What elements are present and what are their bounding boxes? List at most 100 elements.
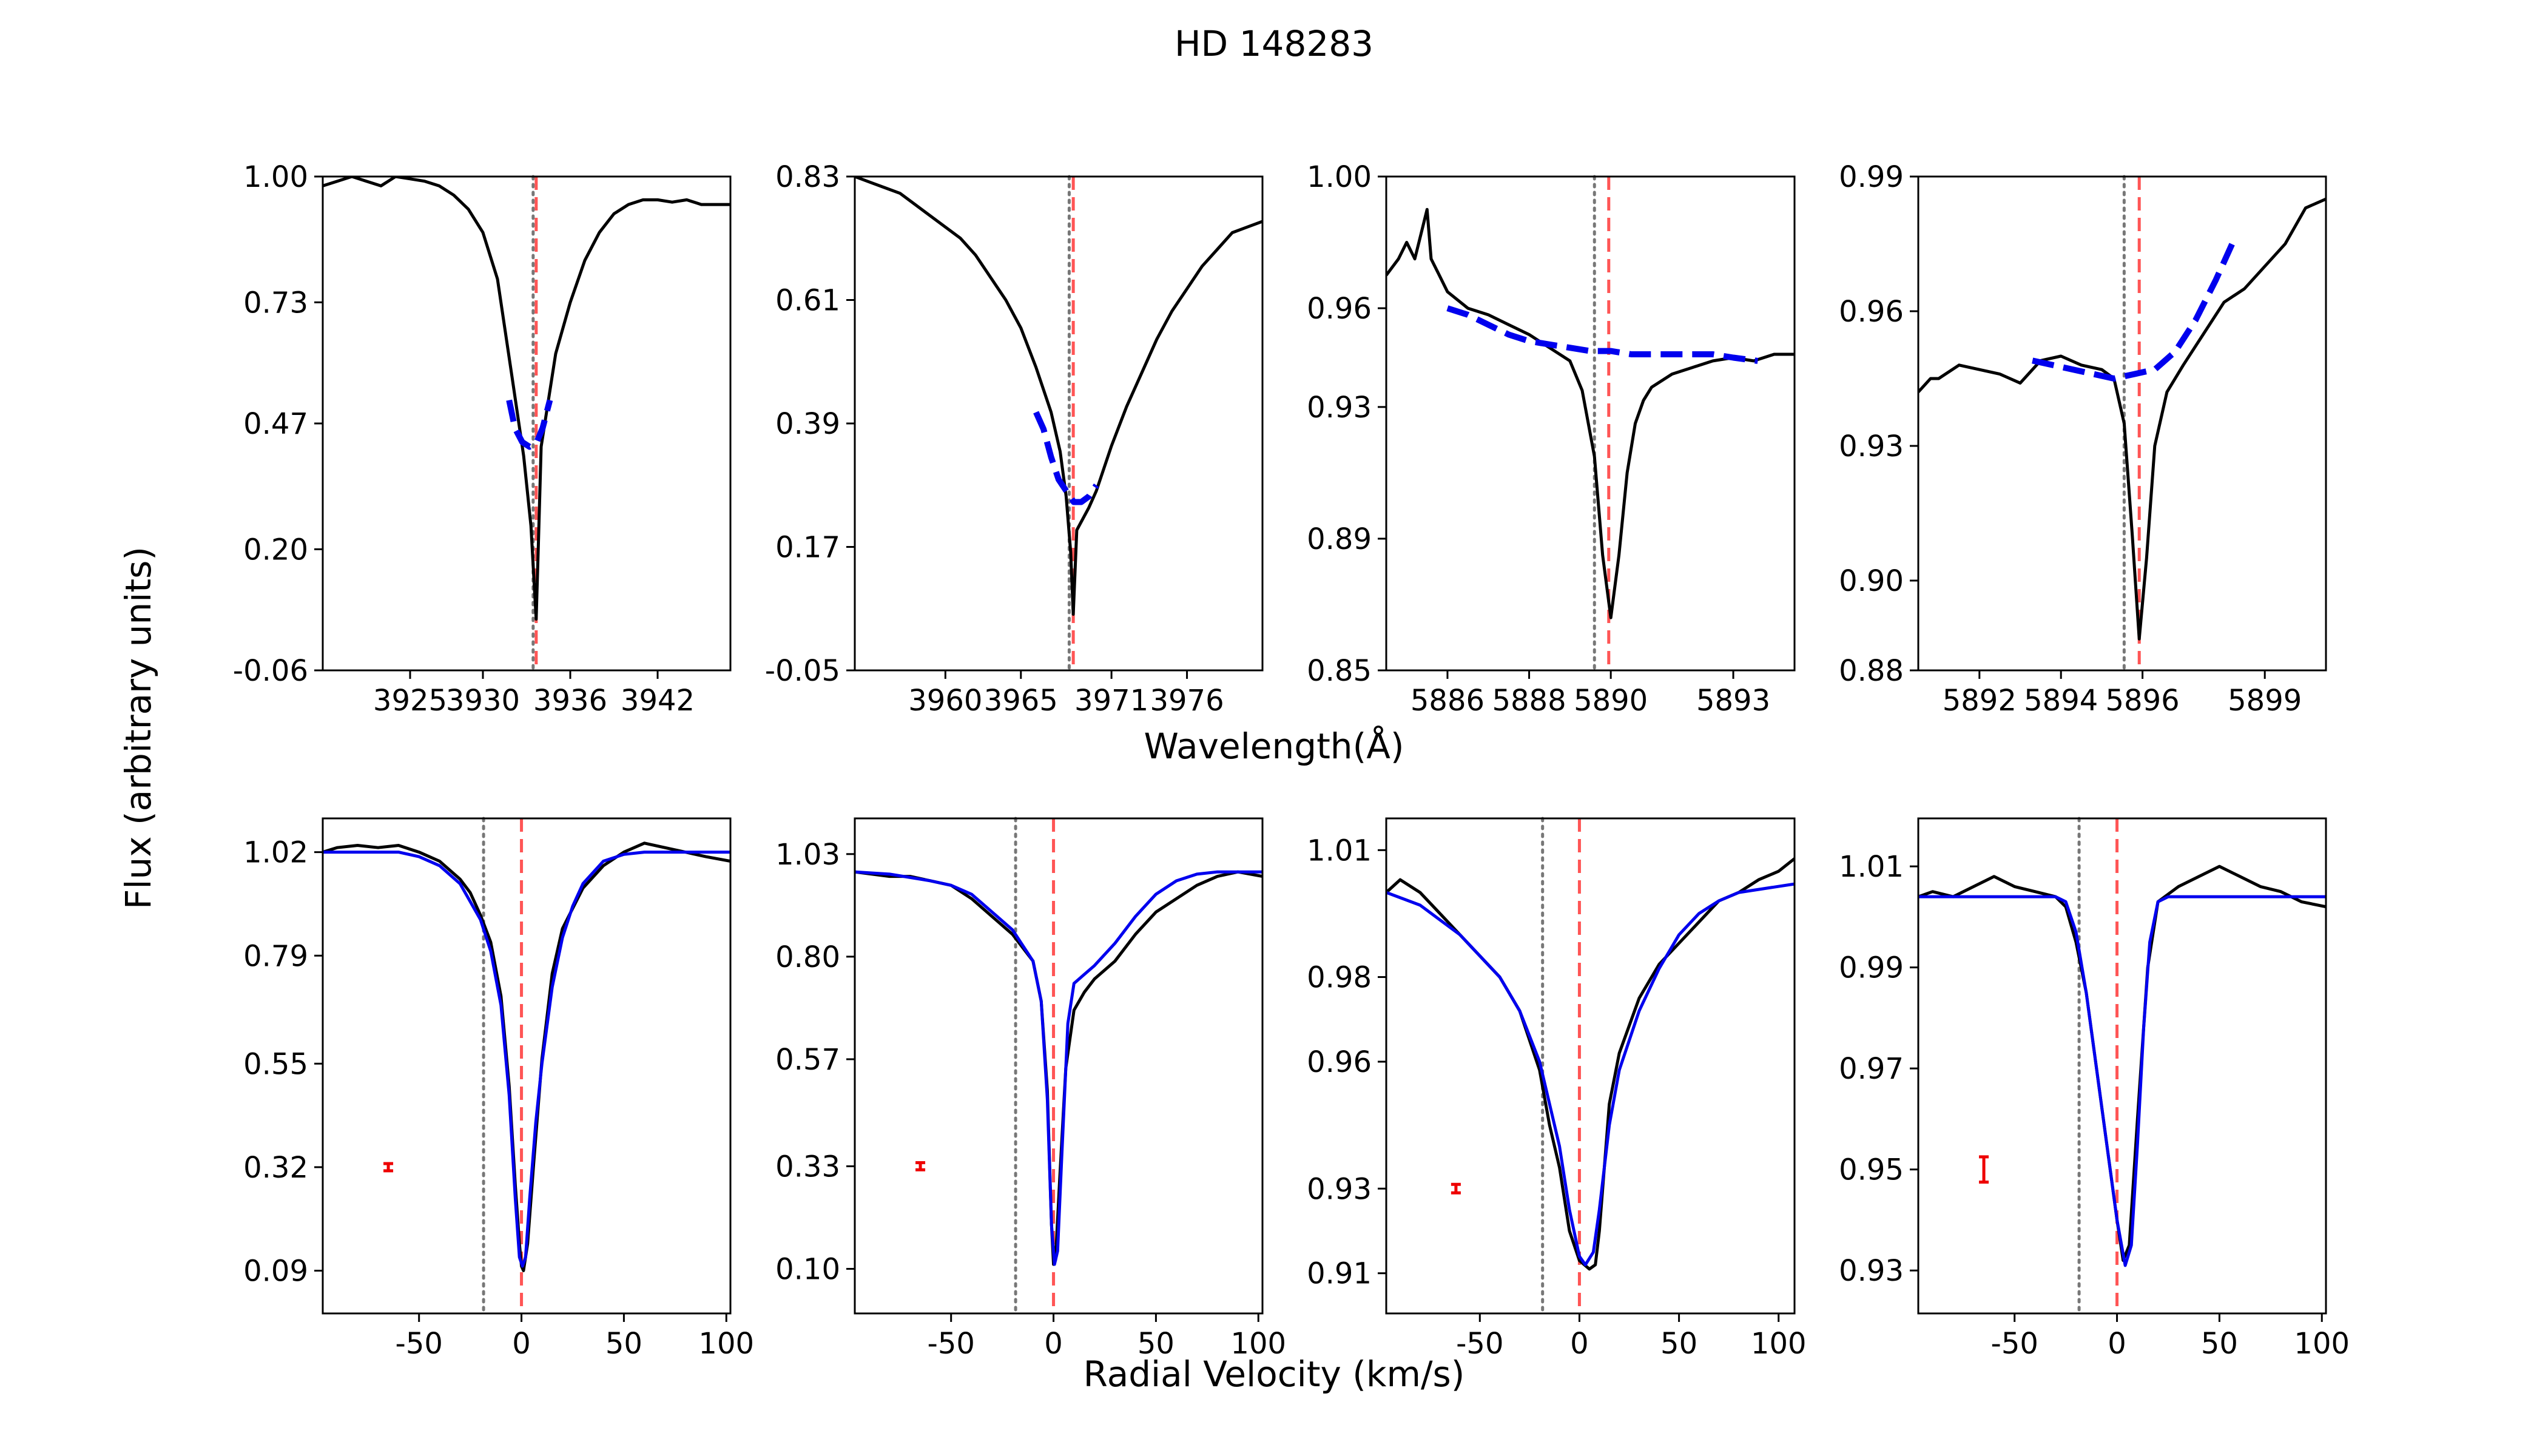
x-tick-label: 3971 xyxy=(1074,684,1148,718)
x-tick-label: 50 xyxy=(2201,1327,2238,1361)
x-tick-label: 5888 xyxy=(1492,684,1566,718)
y-tick-label: 0.32 xyxy=(243,1151,308,1185)
x-tick-label: 100 xyxy=(1751,1327,1807,1361)
x-tick-label: 0 xyxy=(1570,1327,1589,1361)
x-tick-label: 100 xyxy=(1230,1327,1286,1361)
x-tick-label: 3976 xyxy=(1150,684,1224,718)
x-tick-label: 3936 xyxy=(533,684,607,718)
spectrum-line xyxy=(323,841,730,1272)
continuum-fit-line xyxy=(2032,242,2235,382)
y-tick-label: 0.89 xyxy=(1307,522,1372,556)
y-tick-label: 0.99 xyxy=(1839,951,1904,985)
y-tick-label: 0.96 xyxy=(1839,295,1904,329)
y-tick-label: 0.61 xyxy=(775,284,840,318)
figure-title: HD 148283 xyxy=(1175,23,1373,64)
axes-frame xyxy=(1385,175,1796,672)
y-tick-label: -0.06 xyxy=(233,654,308,688)
continuum-fit-line xyxy=(1446,305,1759,364)
y-tick-label: 1.01 xyxy=(1307,834,1372,868)
y-tick-label: 0.73 xyxy=(243,286,308,320)
y-tick-label: 0.88 xyxy=(1839,654,1904,688)
axes-frame xyxy=(854,817,1264,1315)
y-tick-label: -0.05 xyxy=(765,654,840,688)
panel-top-4: 5892 5894 5896 5899 0.88 0.90 0.93 0.96 0.99 xyxy=(1839,160,2327,718)
y-tick-label: 0.98 xyxy=(1307,961,1372,995)
bottom-x-axis-title: Radial Velocity (km/s) xyxy=(1084,1353,1465,1395)
axes-frame xyxy=(322,817,732,1315)
y-tick-label: 1.01 xyxy=(1839,850,1904,884)
x-tick-label: -50 xyxy=(1456,1327,1503,1361)
spectrum-line xyxy=(323,177,730,621)
model-fit-line xyxy=(1918,895,2326,1267)
model-fit-line xyxy=(855,870,1262,1266)
y-tick-label: 0.55 xyxy=(243,1047,308,1081)
y-tick-label: 0.93 xyxy=(1839,430,1904,463)
spectrum-line xyxy=(1386,207,1795,619)
y-tick-label: 1.02 xyxy=(243,836,308,870)
x-tick-label: -50 xyxy=(396,1327,443,1361)
axes-frame xyxy=(1917,175,2327,672)
panel-bottom-3: -50 0 50 100 0.91 0.93 0.96 0.98 1.01 xyxy=(1307,817,1807,1361)
y-tick-label: 1.00 xyxy=(1307,160,1372,194)
y-tick-label: 0.80 xyxy=(775,940,840,974)
continuum-fit-line xyxy=(1033,411,1099,505)
panel-bottom-2: -50 0 50 100 0.10 0.33 0.57 0.80 1.03 xyxy=(775,817,1286,1361)
y-tick-label: 0.95 xyxy=(1839,1153,1904,1187)
y-tick-label: 0.91 xyxy=(1307,1257,1372,1291)
x-tick-label: 3965 xyxy=(984,684,1058,718)
y-axis-title: Flux (arbitrary units) xyxy=(118,547,159,909)
x-tick-label: 0 xyxy=(2108,1327,2126,1361)
x-tick-label: 100 xyxy=(2294,1327,2350,1361)
y-tick-label: 0.99 xyxy=(1839,160,1904,194)
y-tick-label: 0.85 xyxy=(1307,654,1372,688)
axes-frame xyxy=(854,175,1264,672)
top-x-axis-title: Wavelength(Å) xyxy=(1144,725,1404,767)
y-tick-label: 0.97 xyxy=(1839,1052,1904,1086)
x-tick-label: -50 xyxy=(928,1327,975,1361)
x-tick-label: 5894 xyxy=(2024,684,2098,718)
y-tick-label: 0.09 xyxy=(243,1255,308,1289)
x-tick-label: 0 xyxy=(512,1327,531,1361)
x-tick-label: 100 xyxy=(698,1327,754,1361)
spectrum-line xyxy=(1386,857,1795,1271)
y-tick-label: 0.79 xyxy=(243,939,308,973)
axes-frame xyxy=(322,175,732,672)
spectrum-line xyxy=(1918,197,2326,641)
x-tick-label: 5893 xyxy=(1696,684,1770,718)
x-tick-label: 3942 xyxy=(621,684,695,718)
x-tick-label: 50 xyxy=(1660,1327,1697,1361)
panel-bottom-4: -50 0 50 100 0.93 0.95 0.97 0.99 1.01 xyxy=(1839,817,2350,1361)
y-tick-label: 1.03 xyxy=(775,838,840,872)
y-tick-label: 0.90 xyxy=(1839,564,1904,598)
spectrum-line xyxy=(1918,864,2326,1262)
x-tick-label: 50 xyxy=(605,1327,642,1361)
y-tick-label: 0.39 xyxy=(775,407,840,441)
model-fit-line xyxy=(323,851,730,1268)
x-tick-label: 3930 xyxy=(446,684,520,718)
x-tick-label: 5886 xyxy=(1410,684,1485,718)
y-tick-label: 0.17 xyxy=(775,531,840,565)
spectrum-line xyxy=(855,177,1262,616)
y-tick-label: 0.93 xyxy=(1307,391,1372,425)
y-tick-label: 0.47 xyxy=(243,407,308,441)
x-tick-label: -50 xyxy=(1991,1327,2038,1361)
panel-top-3: 5886 5888 5890 5893 0.85 0.89 0.93 0.96 1.00 xyxy=(1307,160,1796,718)
panel-top-2: 3960 3965 3971 3976 -0.05 0.17 0.39 0.61 0.83 xyxy=(765,160,1264,718)
x-tick-label: 50 xyxy=(1138,1327,1175,1361)
x-tick-label: 5899 xyxy=(2228,684,2302,718)
x-tick-label: 5896 xyxy=(2106,684,2180,718)
y-tick-label: 0.96 xyxy=(1307,292,1372,326)
axes-frame xyxy=(1917,817,2327,1315)
y-tick-label: 0.20 xyxy=(243,533,308,567)
axes-frame xyxy=(1385,817,1796,1315)
y-tick-label: 0.93 xyxy=(1307,1172,1372,1206)
y-tick-label: 0.83 xyxy=(775,160,840,194)
y-tick-label: 1.00 xyxy=(243,160,308,194)
x-tick-label: 3960 xyxy=(908,684,982,718)
y-tick-label: 0.96 xyxy=(1307,1045,1372,1079)
x-tick-label: 3925 xyxy=(373,684,447,718)
y-tick-label: 0.33 xyxy=(775,1150,840,1184)
